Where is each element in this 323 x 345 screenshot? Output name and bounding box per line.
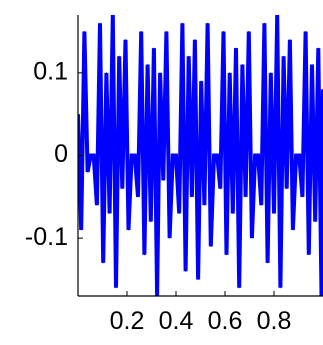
data-point (185, 270, 187, 272)
data-point (121, 188, 123, 190)
data-point (245, 196, 247, 198)
data-point (317, 47, 319, 49)
data-point (301, 196, 303, 198)
x-tick-label: 0.2 (110, 307, 145, 335)
data-point (93, 155, 95, 156)
data-point (90, 155, 92, 156)
y-tick-label: 0 (54, 140, 68, 168)
x-tick-label: 0.8 (257, 307, 292, 335)
data-point (150, 221, 152, 223)
data-point (276, 15, 278, 16)
data-point (308, 254, 310, 256)
data-point (305, 31, 307, 32)
data-point (128, 229, 129, 231)
data-point (194, 39, 196, 41)
data-point (248, 31, 250, 32)
data-point (112, 15, 114, 16)
x-tick-label: 0.6 (208, 307, 243, 335)
data-point (115, 287, 117, 289)
data-point (229, 72, 231, 74)
data-point (251, 237, 253, 239)
data-point (292, 229, 294, 231)
x-axis-ticks: 0.2 0.4 0.6 0.8 (110, 291, 292, 335)
data-point (188, 55, 190, 57)
data-point (286, 188, 288, 190)
data-point (131, 155, 133, 156)
data-point (109, 212, 111, 214)
data-point (226, 254, 227, 256)
data-point (203, 204, 205, 206)
data-point (257, 155, 259, 156)
data-point (175, 155, 177, 156)
data-point (197, 279, 199, 280)
data-point (273, 212, 275, 214)
data-point (102, 262, 104, 264)
data-point (99, 22, 101, 24)
data-point (105, 72, 107, 74)
data-point (263, 22, 265, 24)
y-tick-label: 0.1 (33, 57, 68, 85)
data-point (295, 155, 297, 156)
data-point (134, 155, 136, 156)
data-point (137, 196, 139, 198)
data-point (210, 245, 212, 247)
y-axis-ticks: -0.1 0 0.1 (25, 57, 83, 251)
data-point (279, 287, 281, 289)
data-point (169, 237, 171, 239)
data-point (153, 47, 155, 49)
data-point (118, 55, 120, 57)
data-point (238, 287, 240, 289)
data-point (311, 64, 313, 66)
data-point (96, 204, 98, 206)
y-tick-label: -0.1 (25, 223, 68, 251)
data-point (267, 262, 269, 264)
data-point (87, 171, 89, 173)
data-point (241, 64, 243, 66)
data-point (289, 39, 291, 41)
data-point (298, 155, 300, 156)
data-point (178, 212, 180, 214)
data-point (125, 39, 126, 41)
plot-area (78, 15, 323, 296)
data-point (314, 221, 316, 223)
data-point (181, 22, 183, 24)
data-point (200, 80, 202, 82)
data-point (270, 72, 272, 74)
data-point (213, 155, 215, 156)
data-point (283, 55, 285, 57)
data-point (191, 196, 193, 198)
series-line-0 (78, 15, 323, 296)
data-point (140, 31, 142, 32)
data-point (80, 229, 82, 231)
data-point (83, 31, 85, 32)
data-point (143, 254, 145, 256)
data-point (216, 155, 218, 156)
data-point (219, 188, 221, 190)
data-point (147, 64, 149, 66)
data-point (159, 72, 161, 74)
data-point (235, 47, 237, 49)
data-point (172, 155, 174, 156)
data-point (223, 31, 224, 32)
data-point (232, 212, 234, 214)
data-point (207, 22, 209, 24)
data-point (162, 179, 164, 181)
x-tick-label: 0.4 (159, 307, 194, 335)
data-point (165, 31, 167, 32)
data-point (254, 155, 256, 156)
data-point (260, 204, 262, 206)
